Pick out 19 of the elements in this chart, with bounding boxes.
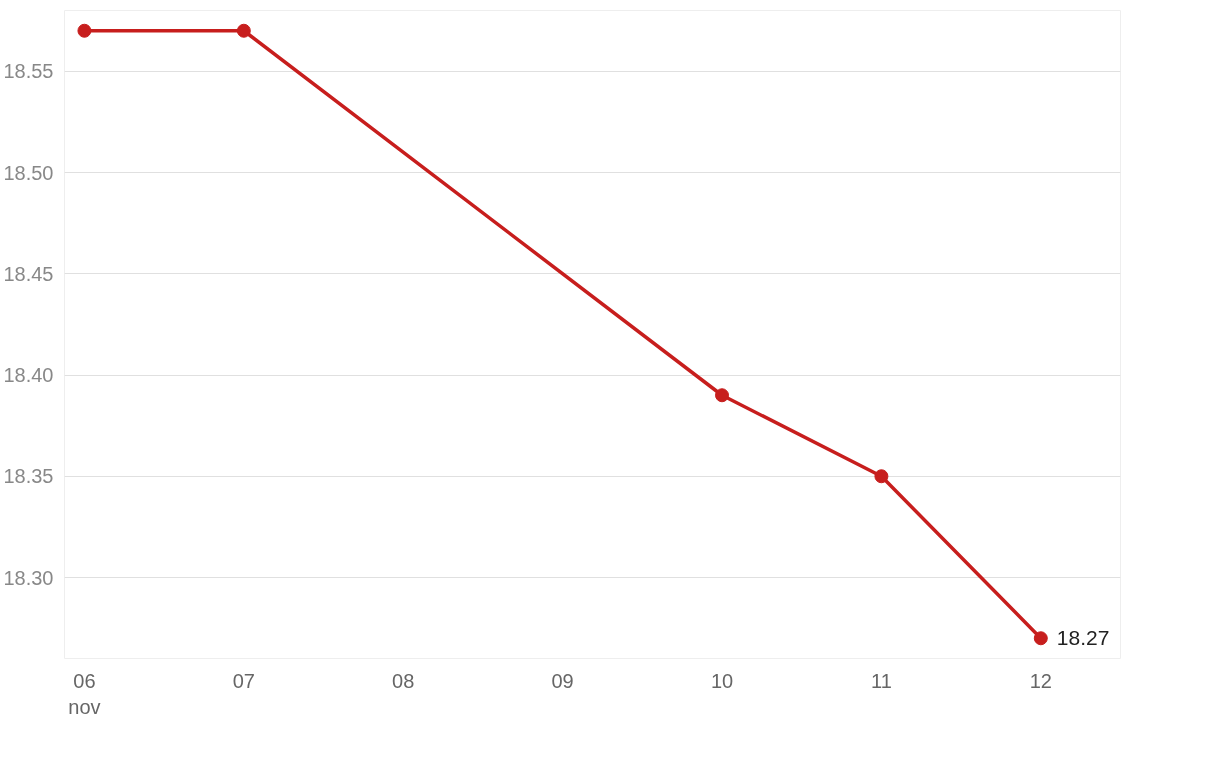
point xyxy=(236,23,251,38)
x-tick-label: 12 xyxy=(1029,669,1052,692)
y-tick-label: 18.45 xyxy=(3,262,54,285)
y-tick-label: 18.40 xyxy=(3,364,54,386)
x-tick-label: 07 xyxy=(232,669,255,692)
y-tick-label: 18.30 xyxy=(3,566,54,589)
x-tick-label: 10 xyxy=(710,669,734,692)
point xyxy=(874,469,889,484)
x-tick-label: 06 nov xyxy=(68,669,101,718)
x-tick-label: 11 xyxy=(871,669,892,692)
point xyxy=(77,23,92,38)
x-tick-label: 08 xyxy=(392,669,415,692)
y-tick-label: 18.55 xyxy=(3,60,54,83)
y-tick-label: 18.50 xyxy=(3,161,54,184)
point xyxy=(715,388,730,403)
point xyxy=(1033,631,1048,646)
y-tick-label: 18.35 xyxy=(3,465,54,488)
data-label: 18.27 xyxy=(1056,626,1110,650)
x-tick-label: 09 xyxy=(551,669,574,692)
